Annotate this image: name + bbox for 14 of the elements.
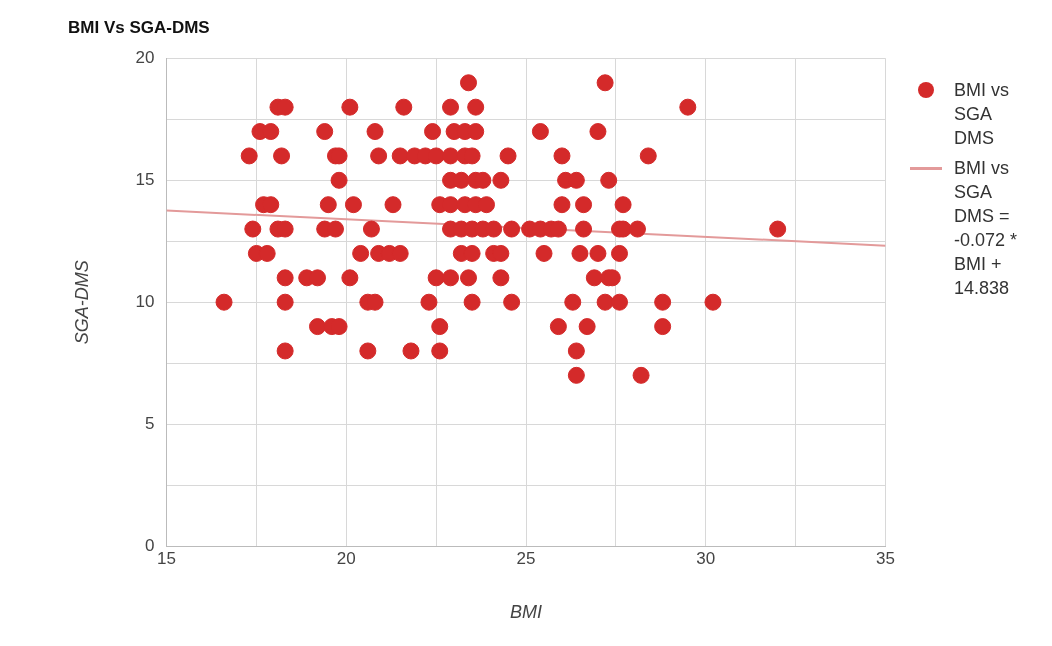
y-tick-label: 0 xyxy=(145,535,155,555)
legend-label: BMI vs SGA DMS xyxy=(954,79,1010,150)
x-axis-title: BMI xyxy=(510,602,543,623)
y-tick-label: 20 xyxy=(135,48,155,68)
x-tick-label: 35 xyxy=(876,548,896,568)
y-axis-title: SGA-DMS xyxy=(71,260,92,345)
x-tick-label: 25 xyxy=(516,548,536,568)
legend-label: BMI vs SGA DMS = -0.072 * BMI + 14.838 xyxy=(954,157,1019,300)
x-tick-label: 30 xyxy=(696,548,716,568)
chart-title: BMI Vs SGA-DMS xyxy=(68,17,210,37)
x-tick-label: 20 xyxy=(336,548,356,568)
y-tick-label: 15 xyxy=(135,169,155,189)
y-tick-label: 5 xyxy=(145,413,155,433)
y-tick-label: 10 xyxy=(135,291,155,311)
